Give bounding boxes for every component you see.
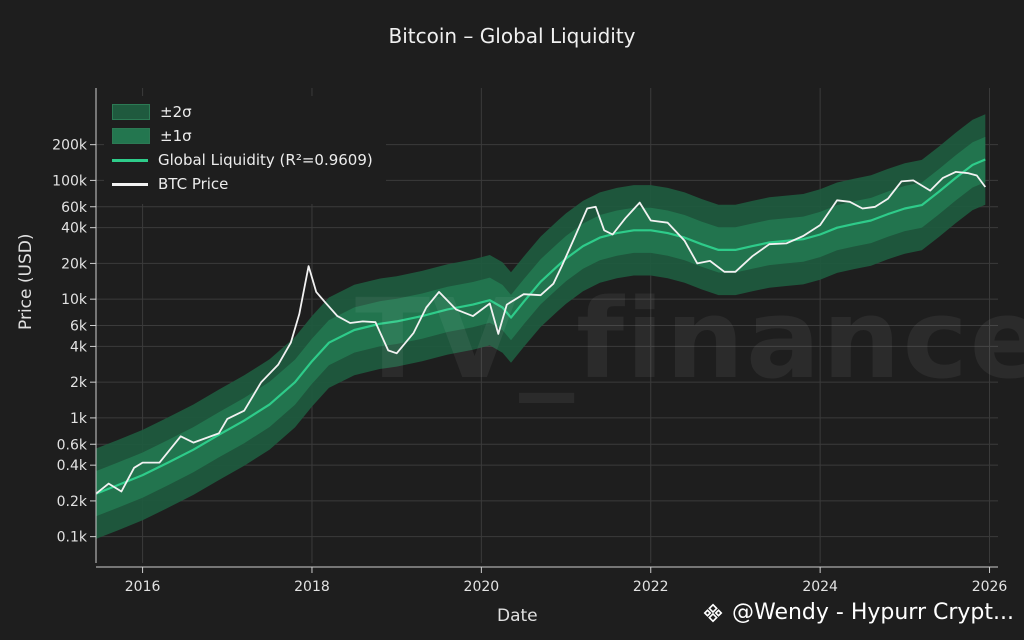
band-2sigma xyxy=(96,114,986,539)
y-tick-label: 60k xyxy=(61,200,88,216)
watermark: TV_finance xyxy=(355,275,1024,403)
x-tick-label: 2016 xyxy=(125,579,161,595)
legend-item-1sigma[interactable]: ±1σ xyxy=(112,126,192,146)
y-tick-label: 20k xyxy=(61,256,88,272)
x-tick-label: 2022 xyxy=(633,579,669,595)
author-handle: @Wendy - Hypurr Crypt... xyxy=(731,600,1014,625)
x-tick-label: 2024 xyxy=(802,579,838,595)
y-tick-label: 4k xyxy=(70,339,88,355)
legend-item-2sigma[interactable]: ±2σ xyxy=(112,102,192,122)
y-tick-label: 0.2k xyxy=(57,494,88,510)
y-tick-label: 0.1k xyxy=(57,530,88,546)
legend-swatch-liquidity xyxy=(112,158,148,162)
x-tick-label: 2026 xyxy=(972,579,1008,595)
y-axis-label: Price (USD) xyxy=(16,233,36,330)
binance-icon xyxy=(703,603,723,622)
y-tick-label: 40k xyxy=(61,221,88,237)
series-lines xyxy=(95,158,987,495)
y-tick-label: 200k xyxy=(52,138,88,154)
legend-item-btc[interactable]: BTC Price xyxy=(112,174,228,194)
y-tick-label: 2k xyxy=(70,375,88,391)
axes: 0.1k 0.2k 0.4k 0.6k 1k 2k 4k 6k 10k 20k 40k 60k 100k… xyxy=(52,88,1007,595)
legend-label-1sigma: ±1σ xyxy=(160,127,192,145)
author-footer: @Wendy - Hypurr Crypt... xyxy=(702,600,1014,625)
y-tick-label: 100k xyxy=(52,173,88,189)
x-axis-label: Date xyxy=(497,606,538,626)
x-tick-label: 2020 xyxy=(464,579,500,595)
legend-swatch-2sigma xyxy=(112,104,150,120)
y-tick-label: 10k xyxy=(61,292,88,308)
legend-swatch-btc xyxy=(112,182,148,186)
btc-price-line xyxy=(95,171,987,495)
y-tick-label: 6k xyxy=(70,319,88,335)
y-tick-label: 0.4k xyxy=(57,458,88,474)
chart-title: Bitcoin – Global Liquidity xyxy=(388,24,636,48)
sigma-bands xyxy=(96,114,986,539)
legend-swatch-1sigma xyxy=(112,128,150,144)
liquidity-line xyxy=(95,158,986,495)
legend-label-liquidity: Global Liquidity (R²=0.9609) xyxy=(158,151,373,169)
x-tick-label: 2018 xyxy=(294,579,330,595)
legend-item-liquidity[interactable]: Global Liquidity (R²=0.9609) xyxy=(112,150,373,170)
y-tick-label: 0.6k xyxy=(57,437,88,453)
legend-label-2sigma: ±2σ xyxy=(160,103,192,121)
y-tick-label: 1k xyxy=(70,411,88,427)
legend-label-btc: BTC Price xyxy=(158,175,229,193)
band-1sigma xyxy=(96,136,986,517)
legend: ±2σ ±1σ Global Liquidity (R²=0.9609) BTC… xyxy=(104,96,386,204)
